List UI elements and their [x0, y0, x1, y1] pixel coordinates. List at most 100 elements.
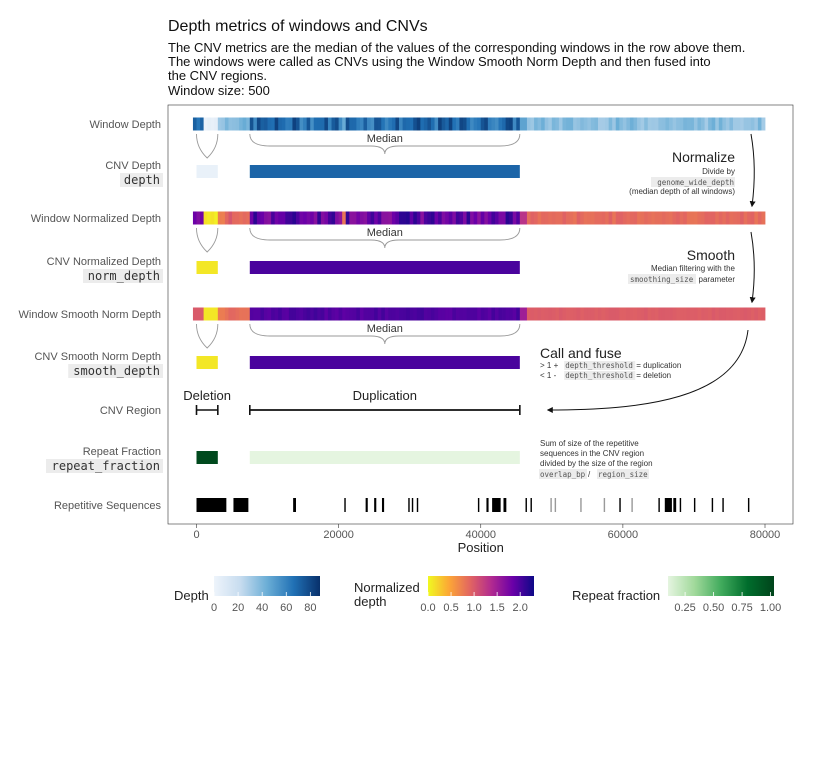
window-depth-cell — [580, 117, 585, 131]
window-smooth-norm-depth-cell — [566, 307, 570, 321]
row-code-label: norm_depth — [88, 269, 160, 283]
window-smooth-norm-depth-cell — [431, 307, 435, 321]
repetitive-sequence-mark — [416, 498, 419, 512]
window-normalized-depth-cell — [207, 211, 212, 225]
window-normalized-depth-cell — [331, 211, 336, 225]
window-normalized-depth-cell — [448, 211, 453, 225]
window-smooth-norm-depth-cell — [473, 307, 478, 321]
normalize-code: genome_wide_depth — [657, 178, 734, 187]
window-normalized-depth-cell — [715, 211, 720, 225]
window-smooth-norm-depth-cell — [434, 307, 439, 321]
window-smooth-norm-depth-cell — [210, 307, 215, 321]
repetitive-sequence-mark — [408, 498, 410, 512]
row-code-label: smooth_depth — [73, 364, 160, 378]
window-normalized-depth-cell — [228, 211, 233, 225]
window-smooth-norm-depth-cell — [594, 307, 599, 321]
window-depth-cell — [452, 117, 457, 131]
chart-subtitle: The CNV metrics are the median of the va… — [168, 40, 746, 83]
window-normalized-depth-cell — [701, 211, 705, 225]
smooth-title: Smooth — [687, 247, 735, 263]
window-depth-cell — [406, 117, 411, 131]
window-depth-cell — [253, 117, 258, 131]
window-normalized-depth-cell — [349, 211, 354, 225]
window-depth-cell — [448, 117, 453, 131]
window-smooth-norm-depth-cell — [221, 307, 226, 321]
window-normalized-depth-cell — [473, 211, 478, 225]
window-normalized-depth-cell — [526, 211, 531, 225]
median-brace — [249, 323, 521, 345]
window-normalized-depth-cell — [260, 211, 265, 225]
window-smooth-norm-depth-cell — [672, 307, 677, 321]
window-depth-cell — [566, 117, 570, 131]
window-depth-cell — [629, 117, 634, 131]
window-smooth-norm-depth-cell — [345, 307, 350, 321]
window-smooth-norm-depth-cell — [423, 307, 428, 321]
window-smooth-norm-depth-cell — [530, 307, 535, 321]
window-normalized-depth-cell — [320, 211, 325, 225]
window-depth-cell — [669, 117, 674, 131]
window-smooth-norm-depth-cell — [448, 307, 453, 321]
window-normalized-depth-cell — [459, 211, 464, 225]
repetitive-sequence-mark — [503, 498, 507, 512]
window-smooth-norm-depth-cell — [711, 307, 716, 321]
window-normalized-depth-cell — [367, 211, 372, 225]
window-smooth-norm-depth-cell — [224, 307, 229, 321]
window-smooth-norm-depth-cell — [615, 307, 620, 321]
window-normalized-depth-cell — [278, 211, 283, 225]
window-normalized-depth-cell — [335, 211, 340, 225]
repetitive-sequence-mark — [411, 498, 414, 512]
legend-tick-label: 0.25 — [674, 602, 695, 614]
window-normalized-depth-cell — [217, 211, 222, 225]
window-depth-cell — [590, 117, 595, 131]
window-normalized-depth-cell — [306, 211, 311, 225]
window-smooth-norm-depth-cell — [338, 307, 343, 321]
window-smooth-norm-depth-cell — [626, 307, 631, 321]
window-normalized-depth-cell — [192, 211, 197, 225]
window-depth-cell — [605, 117, 610, 131]
window-normalized-depth-cell — [338, 211, 343, 225]
window-smooth-norm-depth-cell — [491, 307, 496, 321]
x-tick-label: 20000 — [323, 529, 354, 541]
window-normalized-depth-cell — [736, 211, 741, 225]
window-smooth-norm-depth-cell — [303, 307, 308, 321]
legend-colorbar — [214, 576, 320, 596]
window-depth-cell — [313, 117, 318, 131]
window-smooth-norm-depth-cell — [605, 307, 610, 321]
window-smooth-norm-depth-cell — [526, 307, 531, 321]
call-fuse-title: Call and fuse — [540, 345, 622, 361]
window-normalized-depth-cell — [544, 211, 549, 225]
window-normalized-depth-cell — [580, 211, 585, 225]
window-normalized-depth-cell — [644, 211, 649, 225]
window-depth-cell — [320, 117, 325, 131]
row-code-bg — [68, 364, 163, 378]
window-smooth-norm-depth-cell — [470, 307, 475, 321]
window-depth-cell — [388, 117, 393, 131]
window-normalized-depth-cell — [388, 211, 393, 225]
window-depth-cell — [736, 117, 741, 131]
code-bg — [651, 177, 735, 187]
window-smooth-norm-depth-cell — [633, 307, 638, 321]
window-normalized-depth-cell — [313, 211, 318, 225]
repetitive-sequence-mark — [603, 498, 606, 512]
window-smooth-norm-depth-cell — [651, 307, 656, 321]
smooth-text: Median filtering with the — [651, 264, 736, 273]
window-normalized-depth-cell — [214, 211, 219, 225]
window-normalized-depth-cell — [221, 211, 226, 225]
repeat-text: divided by the size of the region — [540, 459, 653, 468]
window-smooth-norm-depth-cell — [729, 307, 734, 321]
window-smooth-norm-depth-cell — [271, 307, 276, 321]
window-depth-cell — [267, 117, 272, 131]
window-normalized-depth-cell — [672, 211, 677, 225]
legend-title: Normalized — [354, 580, 420, 595]
window-smooth-norm-depth-cell — [285, 307, 290, 321]
window-normalized-depth-cell — [370, 211, 375, 225]
window-smooth-norm-depth-cell — [214, 307, 219, 321]
window-depth-cell — [384, 117, 389, 131]
window-normalized-depth-cell — [246, 211, 251, 225]
window-normalized-depth-cell — [391, 211, 396, 225]
window-normalized-depth-cell — [633, 211, 638, 225]
window-depth-cell — [303, 117, 308, 131]
window-depth-cell — [484, 117, 489, 131]
window-depth-cell — [608, 117, 613, 131]
window-smooth-norm-depth-cell — [200, 307, 205, 321]
